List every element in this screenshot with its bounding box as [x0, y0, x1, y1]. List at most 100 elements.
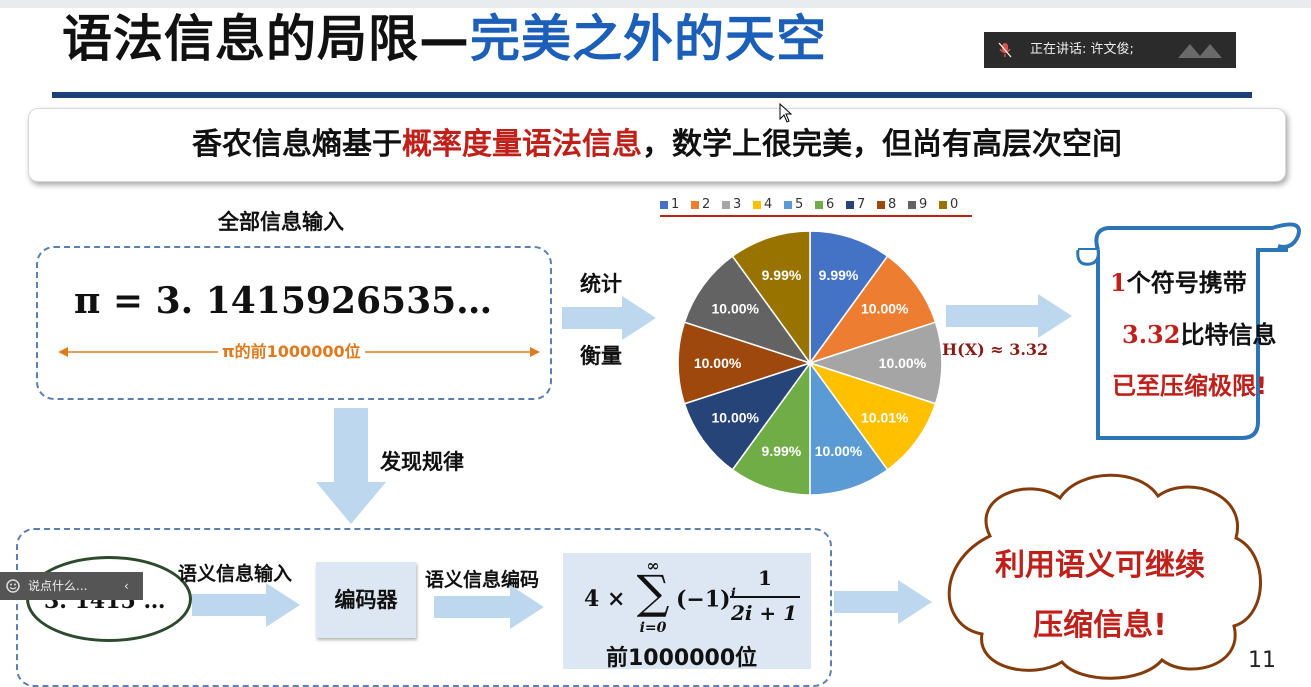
pie-legend: 1 2 3 4 5 6 7 8 9 0: [660, 196, 980, 216]
legend-underline: [660, 215, 972, 217]
cloud-shape: [947, 473, 1262, 680]
pie-slice-7: [683, 361, 812, 471]
chat-input-bar[interactable]: 说点什么... ‹: [0, 572, 143, 600]
legend-swatch-7: [846, 200, 854, 209]
legend-swatch-1: [660, 200, 668, 209]
scroll-line2-text: 比特信息: [1180, 321, 1277, 349]
semantic-input-arrow: [192, 583, 300, 627]
pie-label-3: 10.00%: [879, 355, 927, 371]
legend-item-4: 4: [753, 196, 772, 214]
sum-lower: i=0: [639, 620, 667, 636]
speaking-text: 正在讲话: 许文俊;: [1030, 42, 1134, 57]
video-logo-icon: [1178, 44, 1222, 58]
legend-label-5: 5: [795, 197, 804, 212]
legend-label-2: 2: [702, 197, 711, 212]
legend-swatch-8: [877, 200, 885, 209]
legend-swatch-6: [815, 200, 823, 209]
title-part2: 完美之外的天空: [470, 10, 827, 68]
legend-item-6: 6: [815, 196, 834, 214]
sign-term: (−1)i: [676, 586, 736, 612]
legend-swatch-9: [908, 200, 916, 209]
legend-item-8: 8: [877, 196, 896, 214]
cloud-line2: 压缩信息!: [1033, 608, 1167, 643]
legend-label-0: 0: [950, 197, 959, 212]
banner-highlight: 概率度量语法信息: [402, 127, 642, 162]
legend-item-3: 3: [722, 196, 741, 214]
legend-item-9: 9: [908, 196, 927, 214]
emoji-icon[interactable]: [6, 579, 20, 593]
legend-item-5: 5: [784, 196, 803, 214]
legend-label-8: 8: [888, 197, 897, 212]
pie-slice-6: [731, 360, 811, 496]
legend-swatch-0: [939, 200, 947, 209]
pie-label-8: 10.00%: [694, 355, 742, 371]
encoder-box: 编码器: [316, 562, 416, 638]
measure-label: 衡量: [580, 344, 622, 368]
legend-swatch-5: [784, 200, 792, 209]
pie-label-5: 10.00%: [815, 443, 863, 459]
discover-label: 发现规律: [380, 450, 464, 474]
pi-span-label: π的前1000000位: [218, 340, 365, 364]
microphone-muted-icon: [998, 42, 1012, 58]
legend-label-6: 6: [826, 197, 835, 212]
banner-text: 香农信息熵基于概率度量语法信息，数学上很完美，但尚有高层次空间: [29, 109, 1285, 181]
scroll-line1: 1个符号携带: [1110, 263, 1310, 298]
scroll-line3: 已至压缩极限!: [1112, 372, 1267, 400]
legend-swatch-4: [753, 200, 761, 209]
pie-slice-5: [809, 360, 889, 496]
pie-slice-9: [683, 255, 812, 365]
semantic-encode-arrow: [434, 585, 544, 629]
pie-label-2: 10.00%: [861, 301, 909, 317]
sum-symbol: ∑: [636, 565, 670, 619]
legend-label-9: 9: [919, 197, 928, 212]
fraction-numerator: 1: [758, 566, 772, 590]
to-scroll-arrow: [946, 294, 1072, 338]
legend-swatch-2: [691, 200, 699, 209]
formula-box: [563, 553, 811, 669]
chat-placeholder[interactable]: 说点什么...: [28, 579, 88, 593]
legend-item-7: 7: [846, 196, 865, 214]
to-cloud-arrow: [834, 580, 932, 624]
fraction-denominator: 2i + 1: [730, 601, 798, 625]
speaking-indicator: 正在讲话: 许文俊;: [984, 32, 1236, 68]
digit-frequency-pie-chart: 9.99% 10.00% 10.00% 10.01% 10.00% 9.99% 10.00%…: [677, 230, 943, 496]
scroll-shape: [1076, 222, 1301, 440]
sign-term-base: (−1): [676, 586, 731, 613]
title-part1: 语法信息的局限—: [62, 10, 470, 68]
pie-slice-2: [808, 255, 937, 365]
pie-slice-3: [807, 321, 943, 405]
legend-label-7: 7: [857, 197, 866, 212]
pie-label-9: 10.00%: [712, 301, 760, 317]
scroll-line1-text: 个符号携带: [1126, 269, 1247, 297]
scroll-line1-num: 1: [1110, 268, 1127, 297]
pie-slice-8: [677, 321, 813, 405]
entropy-value: H(X) ≈ 3.32: [942, 340, 1049, 359]
title-underline: [52, 92, 1252, 98]
legend-label-3: 3: [733, 197, 742, 212]
pie-label-0: 9.99%: [762, 267, 802, 283]
mouse-cursor-icon: [779, 103, 793, 123]
legend-label-1: 1: [671, 197, 680, 212]
pi-input-box: [36, 246, 552, 400]
pie-slice-4: [808, 361, 937, 471]
stat-label: 统计: [580, 272, 622, 296]
pie-slice-0: [731, 230, 811, 366]
slide-number: 11: [1248, 648, 1276, 673]
legend-item-1: 1: [660, 196, 679, 214]
sum-upper: ∞: [646, 556, 660, 575]
slide-title: 语法信息的局限—完美之外的天空: [62, 8, 827, 70]
pie-label-1: 9.99%: [819, 267, 859, 283]
formula-caption: 前1000000位: [606, 646, 758, 671]
chevron-left-icon[interactable]: ‹: [124, 579, 129, 593]
pie-slice-1: [809, 230, 889, 366]
banner-pre: 香农信息熵基于: [192, 127, 402, 162]
semantic-input-label: 语义信息输入: [178, 563, 293, 585]
all-info-input-heading: 全部信息输入: [218, 210, 344, 234]
legend-label-4: 4: [764, 197, 773, 212]
pie-label-6: 9.99%: [762, 443, 802, 459]
fraction-bar: [730, 596, 800, 598]
banner: 香农信息熵基于概率度量语法信息，数学上很完美，但尚有高层次空间: [28, 108, 1286, 182]
pi-formula: π = 3. 1415926535…: [74, 280, 493, 322]
pie-label-7: 10.00%: [711, 409, 759, 425]
discover-arrow: [316, 408, 386, 524]
